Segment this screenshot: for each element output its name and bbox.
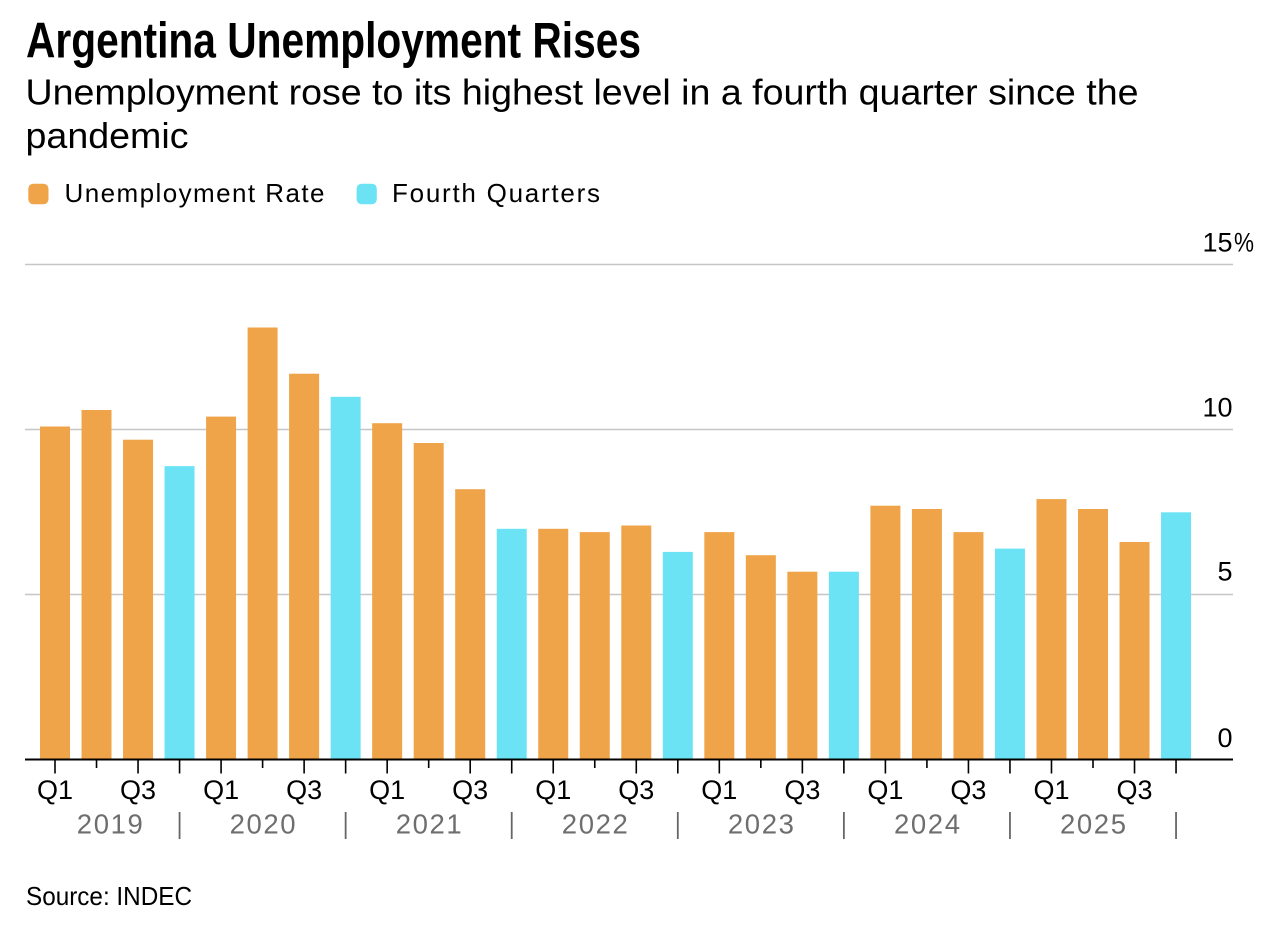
svg-text:Q3: Q3: [950, 775, 986, 805]
svg-text:2020: 2020: [230, 808, 296, 839]
svg-text:5: 5: [1217, 557, 1232, 587]
svg-text:Q1: Q1: [369, 775, 405, 805]
svg-text:Q3: Q3: [452, 775, 488, 805]
svg-text:Q3: Q3: [618, 775, 654, 805]
svg-text:2025: 2025: [1060, 808, 1126, 839]
svg-text:15: 15: [1202, 228, 1232, 258]
svg-text:Unemployment rose to its highe: Unemployment rose to its highest level i…: [26, 72, 1139, 113]
svg-text:Source: INDEC: Source: INDEC: [26, 881, 192, 911]
svg-text:2021: 2021: [396, 808, 462, 839]
svg-text:Q1: Q1: [1033, 775, 1069, 805]
svg-text:2023: 2023: [728, 808, 794, 839]
svg-text:Q1: Q1: [203, 775, 239, 805]
svg-text:Q1: Q1: [867, 775, 903, 805]
svg-text:Q3: Q3: [784, 775, 820, 805]
svg-text:Q1: Q1: [535, 775, 571, 805]
svg-text:pandemic: pandemic: [26, 115, 189, 156]
svg-text:10: 10: [1202, 393, 1232, 423]
svg-text:Unemployment Rate: Unemployment Rate: [65, 178, 325, 208]
svg-text:Fourth Quarters: Fourth Quarters: [392, 178, 600, 208]
svg-text:Q3: Q3: [120, 775, 156, 805]
svg-text:Q1: Q1: [37, 775, 73, 805]
svg-text:0: 0: [1217, 723, 1232, 753]
svg-text:%: %: [1234, 228, 1254, 258]
svg-text:2019: 2019: [77, 808, 143, 839]
svg-text:2024: 2024: [894, 808, 960, 839]
svg-text:2022: 2022: [562, 808, 628, 839]
svg-text:Q3: Q3: [286, 775, 322, 805]
svg-text:Q3: Q3: [1117, 775, 1153, 805]
svg-text:Argentina Unemployment Rises: Argentina Unemployment Rises: [26, 13, 641, 69]
svg-text:Q1: Q1: [701, 775, 737, 805]
